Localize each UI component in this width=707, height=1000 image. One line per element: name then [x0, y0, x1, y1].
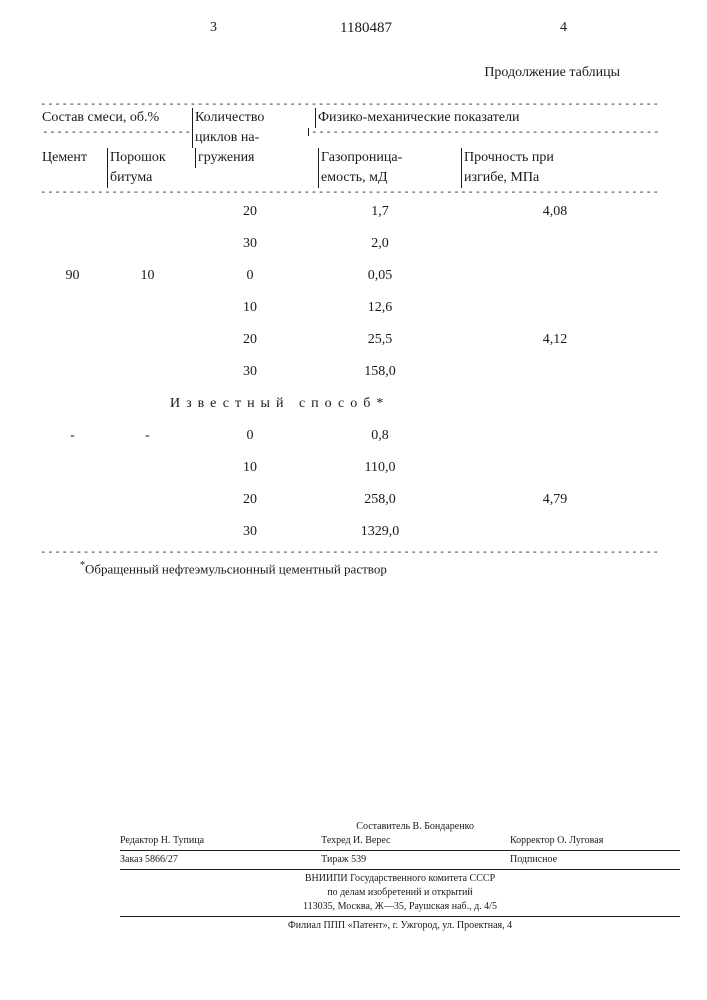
cell-cycles: 30	[190, 516, 310, 548]
col-header-powder-l2: битума	[107, 168, 195, 188]
imprint-line4: Филиал ППП «Патент», г. Ужгород, ул. Про…	[120, 919, 680, 933]
cell-gas: 1,7	[310, 196, 450, 228]
cell-gas: 158,0	[310, 356, 450, 388]
col-header-cycles-l1: Количество	[192, 108, 315, 128]
col-header-cement: Цемент	[40, 148, 107, 168]
col-header-cycles-l2: циклов на-	[192, 128, 308, 148]
table-row: 20258,04,79	[40, 484, 660, 516]
col-header-phys: Физико-механические показатели	[315, 108, 660, 128]
col-header-gas-l1: Газопроница-	[318, 148, 461, 168]
cell-strength: 4,79	[450, 484, 660, 516]
table-rule: ----------------------------------------…	[40, 548, 660, 556]
cell-cycles: 30	[190, 356, 310, 388]
known-method-label: Известный способ*	[40, 388, 660, 420]
cell-cycles: 20	[190, 324, 310, 356]
table-continuation-label: Продолжение таблицы	[484, 65, 620, 81]
cell-gas: 25,5	[310, 324, 450, 356]
table-row: 10110,0	[40, 452, 660, 484]
table-row: 1012,6	[40, 292, 660, 324]
data-table: ----------------------------------------…	[40, 100, 660, 577]
credit-order: Заказ 5866/27	[120, 853, 271, 867]
credit-compiler: Составитель В. Бондаренко	[256, 820, 526, 834]
cell-cycles: 0	[190, 260, 310, 292]
table-sub-rule: ----------------------------------------…	[311, 128, 660, 136]
cell-cycles: 20	[190, 484, 310, 516]
col-header-cycles-l3: гружения	[195, 148, 318, 168]
cell-gas: 1329,0	[310, 516, 450, 548]
cell-gas: 258,0	[310, 484, 450, 516]
table-rule: ----------------------------------------…	[40, 188, 660, 196]
cell-gas: 110,0	[310, 452, 450, 484]
table-rule: ----------------------------------------…	[40, 100, 660, 108]
imprint-line3: 113035, Москва, Ж—35, Раушская наб., д. …	[120, 900, 680, 914]
col-header-strength-l2: изгибе, МПа	[461, 168, 660, 188]
cell-cycles: 10	[190, 452, 310, 484]
table-row: 30158,0	[40, 356, 660, 388]
col-header-gas-l2: емость, мД	[318, 168, 461, 188]
cell-cycles: 30	[190, 228, 310, 260]
cell-gas: 12,6	[310, 292, 450, 324]
cell-cement: 90	[40, 260, 105, 292]
cell-powder: -	[105, 420, 190, 452]
page-num-left: 3	[210, 20, 217, 36]
col-header-powder-l1: Порошок	[107, 148, 195, 168]
table-footnote: *Обращенный нефтеэмульсионный цементный …	[40, 556, 660, 577]
credit-corrector: Корректор О. Луговая	[510, 834, 680, 848]
cell-gas: 0,8	[310, 420, 450, 452]
table-row: 301329,0	[40, 516, 660, 548]
cell-strength: 4,08	[450, 196, 660, 228]
cell-cycles: 0	[190, 420, 310, 452]
page-num-right: 4	[560, 20, 567, 36]
cell-cycles: 10	[190, 292, 310, 324]
cell-gas: 0,05	[310, 260, 450, 292]
cell-gas: 2,0	[310, 228, 450, 260]
imprint-line2: по делам изобретений и открытий	[120, 886, 680, 900]
col-header-strength-l1: Прочность при	[461, 148, 660, 168]
cell-cement: -	[40, 420, 105, 452]
col-header-mix: Состав смеси, об.%	[40, 108, 192, 128]
cell-cycles: 20	[190, 196, 310, 228]
credit-editor: Редактор Н. Тупица	[120, 834, 271, 848]
table-row: 302,0	[40, 228, 660, 260]
cell-strength: 4,12	[450, 324, 660, 356]
credit-tirage: Тираж 539	[271, 853, 510, 867]
credit-techred: Техред И. Верес	[271, 834, 510, 848]
imprint-line1: ВНИИПИ Государственного комитета СССР	[120, 872, 680, 886]
table-row: 901000,05	[40, 260, 660, 292]
table-sub-rule: ----------------------	[42, 128, 192, 136]
table-row: 201,74,08	[40, 196, 660, 228]
table-row: --00,8	[40, 420, 660, 452]
imprint-block: Составитель В. Бондаренко Редактор Н. Ту…	[120, 820, 680, 933]
cell-powder: 10	[105, 260, 190, 292]
credit-sign: Подписное	[510, 853, 680, 867]
footnote-text: Обращенный нефтеэмульсионный цементный р…	[85, 561, 387, 576]
document-number: 1180487	[340, 20, 392, 37]
table-row: 2025,54,12	[40, 324, 660, 356]
